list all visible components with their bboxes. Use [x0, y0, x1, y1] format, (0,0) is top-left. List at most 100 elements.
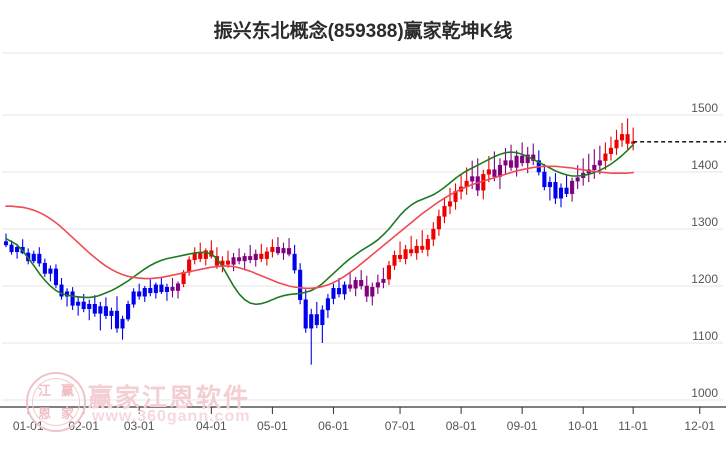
x-axis-tick-label: 11-01	[618, 419, 649, 433]
candle-body	[503, 160, 508, 166]
candle-body	[436, 216, 441, 230]
candle-body	[159, 284, 164, 292]
candle-body	[486, 169, 491, 175]
candle-body	[320, 309, 325, 326]
candle-body	[325, 298, 330, 311]
candle-body	[264, 251, 269, 259]
candle-body	[15, 246, 20, 253]
candle-body	[48, 268, 53, 274]
candle-body	[592, 164, 597, 170]
candle-body	[420, 245, 425, 250]
y-axis-tick-label: 1300	[691, 215, 718, 229]
candle-body	[237, 257, 242, 262]
candle-body	[114, 310, 120, 329]
candle-body	[164, 286, 169, 292]
candle-body	[42, 262, 47, 274]
candle-body	[98, 306, 103, 314]
candle-body	[542, 171, 547, 188]
candle-body	[492, 169, 497, 177]
x-axis-tick-label: 09-01	[506, 419, 538, 433]
candle-body	[425, 239, 430, 250]
candle-body	[353, 280, 358, 289]
x-axis-tick-label: 08-01	[445, 419, 477, 433]
candle-body	[520, 155, 525, 164]
candle-body	[281, 248, 286, 254]
candle-body	[292, 253, 297, 271]
candle-body	[603, 153, 608, 161]
candle-body	[53, 268, 59, 286]
candle-body	[553, 182, 558, 199]
x-axis-tick-label: 05-01	[257, 419, 288, 433]
candle-body	[153, 284, 158, 294]
x-axis-ticks	[27, 407, 701, 414]
grid-lines	[2, 52, 723, 401]
x-axis-tick-label: 10-01	[567, 419, 599, 433]
candle-body	[575, 177, 580, 182]
candle-body	[131, 291, 136, 305]
ma-long-line	[5, 165, 634, 290]
candle-body	[386, 265, 391, 280]
candle-body	[287, 248, 292, 255]
candle-body	[92, 303, 97, 314]
page-title: 振兴东北概念(859388)赢家乾坤K线	[213, 21, 513, 42]
x-axis-tick-label: 06-01	[318, 419, 349, 433]
candle-body	[203, 250, 208, 259]
candle-body	[409, 249, 414, 254]
candle-body	[59, 284, 64, 297]
y-axis-tick-label: 1500	[691, 101, 718, 115]
candle-body	[137, 291, 142, 297]
candle-body	[231, 257, 236, 265]
candle-body	[187, 259, 192, 273]
candle-body	[31, 253, 36, 262]
candle-body	[398, 254, 403, 259]
candle-body	[547, 182, 552, 188]
candle-body	[364, 285, 369, 297]
candle-body	[3, 241, 9, 246]
y-axis-tick-label: 1000	[691, 386, 718, 400]
candle-body	[275, 246, 280, 254]
candle-body	[331, 288, 336, 299]
y-axis-tick-label: 1200	[691, 272, 718, 286]
candle-body	[126, 303, 131, 320]
candle-body	[9, 244, 14, 253]
x-axis-tick-label: 07-01	[384, 419, 416, 433]
candle-body	[103, 306, 108, 316]
candle-body	[259, 253, 264, 259]
candle-body	[87, 303, 92, 310]
candle-body	[381, 278, 386, 283]
candle-body	[442, 205, 447, 217]
candle-body	[348, 284, 353, 289]
candle-body	[148, 288, 153, 294]
candle-body	[597, 160, 602, 166]
y-axis-tick-label: 1400	[691, 158, 718, 172]
candle-body	[309, 314, 314, 329]
candle-body	[509, 160, 514, 168]
candle-body	[558, 187, 564, 199]
candle-body	[37, 253, 42, 264]
x-axis-tick-label: 02-01	[68, 419, 100, 433]
candle-body	[359, 280, 364, 287]
candle-body	[370, 286, 375, 297]
candle-body	[142, 288, 147, 297]
candle-body	[76, 301, 81, 306]
candle-body	[181, 272, 186, 284]
candle-body	[225, 260, 231, 265]
candles-group	[3, 118, 636, 365]
ma-short-line	[5, 143, 634, 306]
candle-body	[170, 286, 175, 291]
candle-body	[81, 301, 86, 310]
candle-body	[525, 154, 530, 164]
ma-path	[5, 165, 634, 290]
candle-body	[625, 134, 630, 144]
candle-body	[120, 318, 125, 329]
candle-body	[253, 253, 258, 261]
candle-body	[614, 139, 619, 149]
candle-body	[608, 147, 614, 155]
candle-body	[414, 245, 419, 254]
candle-body	[631, 141, 636, 144]
candle-body	[336, 288, 342, 295]
candle-body	[431, 228, 436, 240]
candle-body	[314, 314, 319, 326]
